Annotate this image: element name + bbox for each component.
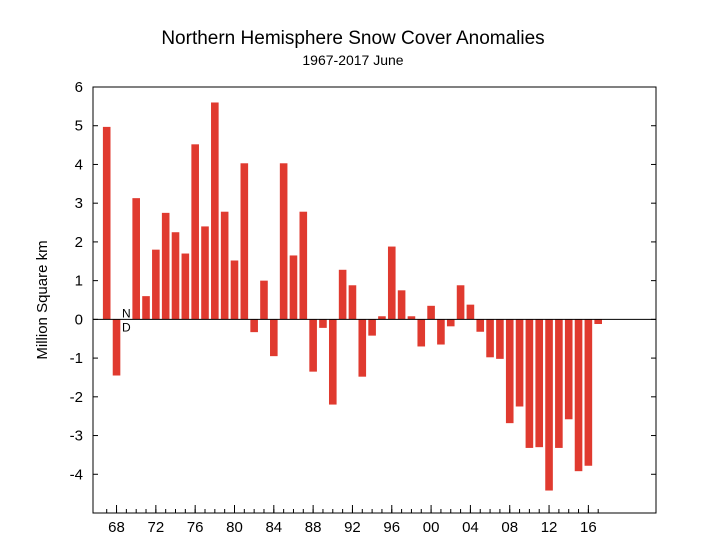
bar-2008 — [505, 319, 514, 424]
x-tick-label: 76 — [187, 519, 204, 536]
bar-2013 — [555, 319, 563, 448]
bar-1973 — [161, 212, 170, 320]
y-tick-label: 5 — [75, 118, 83, 135]
y-tick-label: 1 — [75, 273, 83, 290]
chart-subtitle: 1967-2017 June — [302, 52, 404, 68]
bar-1987 — [299, 211, 308, 320]
x-tick-label: 80 — [226, 519, 243, 536]
x-tick-label: 12 — [541, 519, 558, 536]
bar-1976 — [191, 144, 199, 320]
bar-2011 — [535, 319, 544, 448]
bar-1980 — [230, 260, 239, 320]
bar-1997 — [397, 290, 406, 320]
bar-1974 — [171, 232, 180, 320]
bar-1972 — [152, 249, 160, 320]
x-tick-label: 68 — [108, 519, 125, 536]
bar-2000 — [427, 305, 435, 320]
y-tick-label: 2 — [75, 234, 83, 251]
x-tick-label: 96 — [383, 519, 400, 536]
y-tick-label: 4 — [75, 156, 83, 173]
bar-2006 — [486, 319, 494, 358]
bar-2007 — [496, 319, 504, 359]
bars-layer: ND — [102, 102, 602, 491]
y-tick-label: 6 — [75, 79, 83, 96]
x-tick-label: 72 — [148, 519, 165, 536]
bar-1970 — [132, 198, 140, 320]
bar-1994 — [368, 319, 376, 336]
bar-1986 — [289, 255, 298, 320]
bar-1975 — [181, 253, 190, 320]
y-tick-label: -2 — [70, 389, 83, 406]
bar-1990 — [328, 319, 337, 405]
bar-1977 — [201, 226, 209, 320]
y-tick-label: -4 — [70, 466, 83, 483]
bar-1979 — [220, 211, 229, 320]
y-tick-label: -1 — [70, 350, 83, 367]
bar-1968 — [112, 319, 121, 376]
x-tick-label: 84 — [265, 519, 282, 536]
x-tick-label: 92 — [344, 519, 361, 536]
y-tick-label: 3 — [75, 195, 83, 212]
y-tick-label: 0 — [75, 311, 83, 328]
no-data-label-n: N — [122, 306, 131, 320]
axes-layer: 6 5 4 3 2 1 0 -1 -2 -3 -4 68 72 76 80 84 88 92 96 00 04 08 12 1… — [70, 79, 657, 536]
bar-2016 — [584, 319, 593, 466]
bar-1993 — [358, 319, 367, 377]
y-tick-label: -3 — [70, 428, 83, 445]
bar-1992 — [348, 285, 357, 320]
no-data-label-d: D — [122, 320, 131, 334]
bar-2002 — [446, 319, 455, 327]
bar-1996 — [387, 246, 396, 320]
bar-1991 — [338, 269, 347, 320]
x-tick-label: 88 — [305, 519, 322, 536]
bar-2003 — [456, 285, 465, 320]
chart-title: Northern Hemisphere Snow Cover Anomalies — [161, 28, 545, 49]
bar-1989 — [319, 319, 327, 328]
x-tick-label: 00 — [423, 519, 440, 536]
bar-1982 — [250, 319, 258, 333]
y-axis-title: Million Square km — [34, 240, 51, 359]
bar-1978 — [211, 102, 219, 320]
bar-1985 — [279, 163, 288, 320]
bar-1967 — [102, 126, 111, 320]
bar-1999 — [417, 319, 426, 347]
bar-1998 — [407, 316, 416, 320]
bar-2017 — [594, 319, 602, 325]
x-tick-label: 04 — [462, 519, 479, 536]
bar-2015 — [574, 319, 583, 472]
x-tick-label: 08 — [501, 519, 518, 536]
bar-2010 — [525, 319, 534, 448]
plot-frame — [92, 86, 657, 514]
bar-2004 — [466, 304, 475, 320]
bar-1981 — [240, 163, 249, 320]
bar-2012 — [545, 319, 553, 491]
bar-1983 — [260, 280, 268, 320]
bar-1984 — [270, 319, 278, 357]
bar-2005 — [476, 319, 485, 332]
bar-2009 — [515, 319, 524, 407]
bar-1971 — [142, 296, 150, 320]
bar-2001 — [437, 319, 445, 345]
bar-2014 — [564, 319, 573, 420]
x-tick-label: 16 — [580, 519, 597, 536]
bar-1988 — [309, 319, 317, 372]
bar-1995 — [378, 316, 386, 320]
